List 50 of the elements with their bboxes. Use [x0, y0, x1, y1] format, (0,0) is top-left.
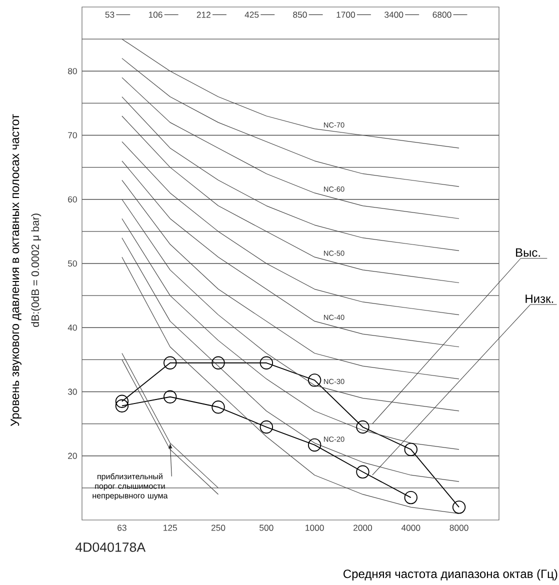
y-tick-label: 80	[68, 68, 77, 74]
point	[164, 356, 177, 370]
y-tick-label: 40	[68, 324, 77, 331]
x-tick-label: 250	[211, 524, 226, 531]
point	[452, 500, 466, 514]
point	[308, 438, 322, 452]
point	[356, 465, 370, 479]
y-axis-title: Уровень звукового давления в октавных полосах частот	[10, 114, 22, 426]
annotation: 212	[196, 12, 210, 18]
y-tick-label: 20	[68, 452, 77, 459]
annotation: 850	[293, 12, 307, 18]
annotation: 3400	[384, 12, 404, 18]
text: 4D040178A	[75, 542, 146, 552]
x-tick-label: 1000	[306, 524, 324, 531]
line-series	[122, 218, 460, 450]
y-tick-label: 30	[68, 388, 77, 395]
line-series	[122, 96, 460, 251]
line-series	[122, 141, 460, 316]
x-tick-label: 4000	[401, 524, 420, 531]
line-series	[122, 199, 460, 412]
point	[404, 490, 418, 504]
x-tick-label: 125	[164, 524, 177, 531]
point	[164, 390, 177, 404]
point	[308, 374, 322, 387]
point	[260, 356, 274, 370]
x-tick-label: 63	[118, 524, 126, 531]
x-tick-label: 2000	[354, 524, 372, 531]
annotation: 6800	[432, 12, 452, 18]
text: Низк.	[526, 294, 554, 303]
point	[356, 420, 370, 434]
point	[115, 399, 129, 412]
x-axis-title: Средняя частота диапазона октав (Гц)	[344, 569, 558, 580]
annotation: приблизительный порог слышимости непрерывного шума	[92, 473, 168, 500]
point	[115, 394, 129, 408]
text: Выс.	[516, 248, 540, 257]
annotation: 53	[105, 12, 114, 18]
y-tick-label: 70	[68, 132, 77, 138]
x-tick-label: 8000	[450, 524, 468, 531]
annotation: 106	[148, 12, 162, 18]
text: dB:(0dB = 0.0002 μ bar)	[31, 214, 42, 327]
line-series	[122, 77, 460, 219]
annotation: 425	[244, 12, 259, 18]
point	[404, 442, 418, 456]
y-tick-label: 60	[68, 196, 77, 202]
annotation: 1700	[336, 12, 355, 18]
point	[212, 400, 225, 414]
x-tick-label: 500	[260, 524, 274, 531]
point	[212, 356, 225, 370]
y-tick-label: 50	[68, 260, 77, 267]
point	[260, 420, 274, 434]
